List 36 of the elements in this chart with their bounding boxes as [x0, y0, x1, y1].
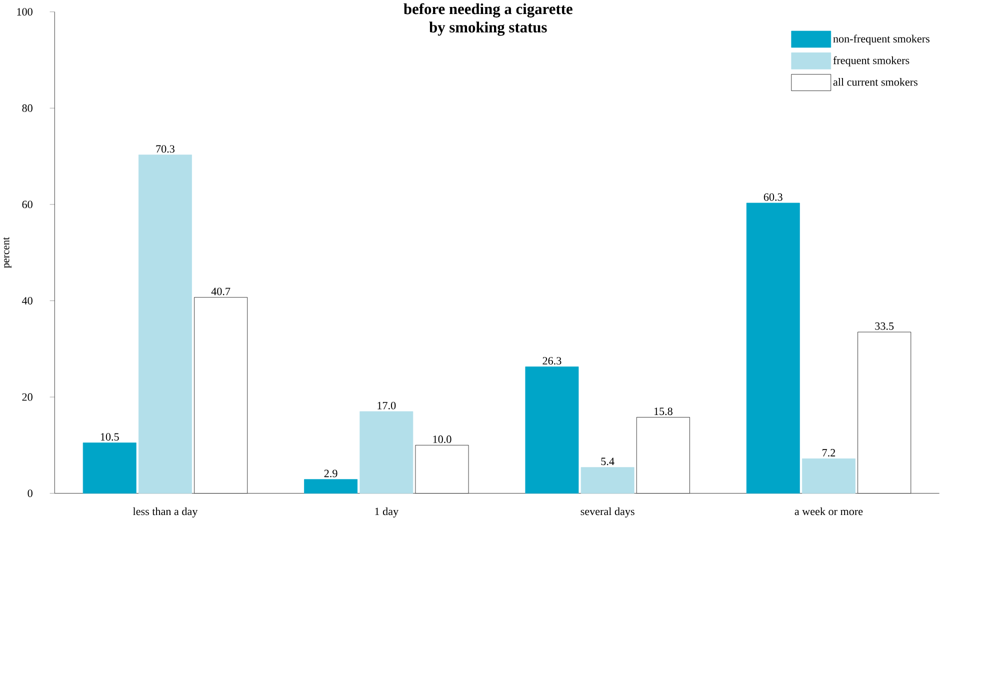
y-tick-label: 80	[22, 104, 32, 112]
y-tick-label: 0	[28, 490, 32, 498]
legend-label: frequent smokers	[833, 56, 910, 67]
y-tick-label: 100	[17, 8, 32, 16]
data-label: 17.0	[378, 402, 396, 410]
chart-title: before needing a cigarette	[404, 3, 572, 18]
y-tick-label: 20	[22, 393, 32, 401]
data-label: 5.4	[601, 458, 614, 466]
bar	[802, 458, 856, 494]
data-label: 10.5	[100, 433, 119, 441]
data-label: 33.5	[875, 322, 894, 330]
bar	[82, 442, 136, 494]
data-label: 15.8	[654, 408, 672, 416]
x-tick-label: several days	[580, 507, 634, 518]
x-tick-label: less than a day	[133, 507, 198, 518]
data-label: 40.7	[211, 288, 230, 296]
bar	[304, 479, 358, 494]
bar	[580, 467, 634, 494]
bar	[746, 202, 800, 494]
text: by smoking status	[429, 22, 547, 36]
data-label: 70.3	[156, 145, 174, 153]
legend-label: all current smokers	[833, 78, 918, 86]
bar	[360, 411, 414, 494]
bar	[525, 366, 579, 494]
y-axis-title: percent	[3, 237, 12, 268]
x-tick-label: 1 day	[375, 507, 399, 518]
data-label: 10.0	[433, 436, 452, 444]
bar	[138, 154, 192, 494]
y-tick-label: 40	[22, 297, 32, 305]
x-tick-label: a week or more	[794, 507, 863, 516]
data-label: 2.9	[324, 470, 338, 478]
data-label: 7.2	[822, 449, 836, 457]
y-tick-label: 60	[22, 200, 32, 208]
data-label: 26.3	[542, 357, 562, 365]
legend-label: non-frequent smokers	[833, 34, 930, 45]
data-label: 60.3	[764, 193, 782, 201]
